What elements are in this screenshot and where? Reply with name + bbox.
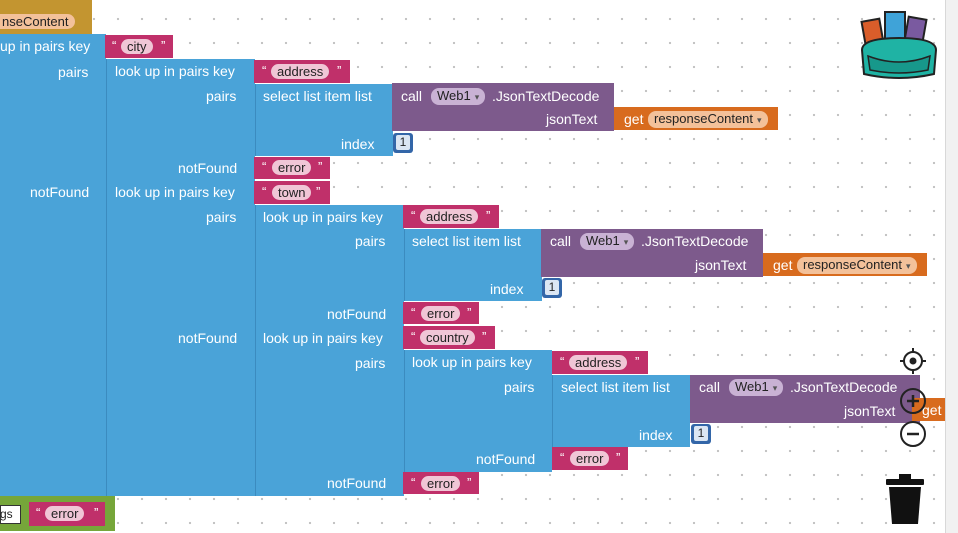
number-3[interactable]: 1 <box>691 424 711 444</box>
lookup-address-block-2[interactable] <box>255 205 404 326</box>
lookup-city-label: up in pairs key <box>0 38 91 54</box>
lookup-address-label-1: look up in pairs key <box>115 63 235 79</box>
lookup-country-block[interactable] <box>255 326 404 496</box>
index-label-1: index <box>341 136 375 152</box>
index-label-3: index <box>639 427 673 443</box>
lookup-address-label-2: look up in pairs key <box>263 209 383 225</box>
pairs-label-1: pairs <box>58 64 89 80</box>
lookup-country-label: look up in pairs key <box>263 330 383 346</box>
call-label-2: call <box>550 233 572 249</box>
call-label-3: call <box>699 379 721 395</box>
text-error-bottom-value[interactable]: error <box>45 506 85 521</box>
call-web1-block-3[interactable] <box>690 375 920 423</box>
notfound-label-3: notFound <box>178 330 238 346</box>
number-1[interactable]: 1 <box>393 133 413 153</box>
get-label-2: get <box>773 257 793 273</box>
backpack-icon[interactable] <box>856 6 942 82</box>
notfound-label-2: notFound <box>178 160 238 176</box>
pairs-label-5: pairs <box>355 355 386 371</box>
var-dropdown-1[interactable]: responseContent ▾ <box>648 111 768 128</box>
jsontext-label-1: jsonText <box>546 111 598 127</box>
pairs-label-6: pairs <box>504 379 535 395</box>
top-variable-name[interactable]: nseContent <box>0 14 75 29</box>
get-label-1: get <box>624 111 644 127</box>
select-label-1: select list item list <box>263 88 372 104</box>
partial-input-text: gs <box>0 507 13 521</box>
jsontext-label-2: jsonText <box>695 257 747 273</box>
text-error-3-value[interactable]: error <box>421 476 461 491</box>
method-label-1: .JsonTextDecode <box>492 88 600 104</box>
text-city-value[interactable]: city <box>121 39 153 54</box>
lookup-address-block-1[interactable] <box>106 59 255 182</box>
notfound-label-1: notFound <box>30 184 90 200</box>
component-dropdown-3[interactable]: Web1 ▾ <box>729 379 784 396</box>
lookup-city-block[interactable] <box>0 34 106 496</box>
text-error-2-value[interactable]: error <box>421 306 461 321</box>
zoom-in-icon[interactable] <box>899 387 927 415</box>
component-dropdown-2[interactable]: Web1 ▾ <box>580 233 635 250</box>
recenter-icon[interactable] <box>899 347 927 375</box>
text-address-1-value[interactable]: address <box>271 64 330 79</box>
index-label-2: index <box>490 281 524 297</box>
pairs-label-4: pairs <box>355 233 386 249</box>
method-label-3: .JsonTextDecode <box>790 379 898 395</box>
text-address-3-value[interactable]: address <box>569 355 628 370</box>
lookup-town-block[interactable] <box>106 181 255 496</box>
call-web1-block-1[interactable] <box>392 83 614 131</box>
var-dropdown-2[interactable]: responseContent ▾ <box>797 257 917 274</box>
jsontext-label-3: jsonText <box>844 403 896 419</box>
select-label-2: select list item list <box>412 233 521 249</box>
text-town-value[interactable]: town <box>272 185 312 200</box>
get-response-block-3[interactable] <box>912 398 946 421</box>
notfound-label-4: notFound <box>327 306 387 322</box>
partial-input-field[interactable] <box>0 505 21 524</box>
select-label-3: select list item list <box>561 379 670 395</box>
get-label-3: get <box>922 402 942 418</box>
text-address-2-value[interactable]: address <box>420 209 479 224</box>
pairs-label-3: pairs <box>206 209 237 225</box>
lookup-address-block-3[interactable] <box>404 350 552 472</box>
number-2[interactable]: 1 <box>542 278 562 298</box>
lookup-town-label: look up in pairs key <box>115 184 235 200</box>
component-dropdown-1[interactable]: Web1 ▾ <box>431 88 486 105</box>
method-label-2: .JsonTextDecode <box>641 233 749 249</box>
select-list-item-block-1[interactable] <box>255 84 393 156</box>
text-error-1-value[interactable]: error <box>272 160 312 175</box>
text-error-4-value[interactable]: error <box>570 451 610 466</box>
notfound-label-6: notFound <box>476 451 536 467</box>
pairs-label-2: pairs <box>206 88 237 104</box>
select-list-item-block-2[interactable] <box>404 229 542 301</box>
select-list-item-block-3[interactable] <box>552 375 690 447</box>
zoom-out-icon[interactable] <box>899 420 927 448</box>
call-label-1: call <box>401 88 423 104</box>
lookup-address-label-3: look up in pairs key <box>412 354 532 370</box>
vertical-scrollbar[interactable] <box>945 0 958 533</box>
notfound-label-5: notFound <box>327 475 387 491</box>
trash-icon[interactable] <box>884 472 926 526</box>
text-country-value[interactable]: country <box>420 330 475 345</box>
call-web1-block-2[interactable] <box>541 229 763 277</box>
